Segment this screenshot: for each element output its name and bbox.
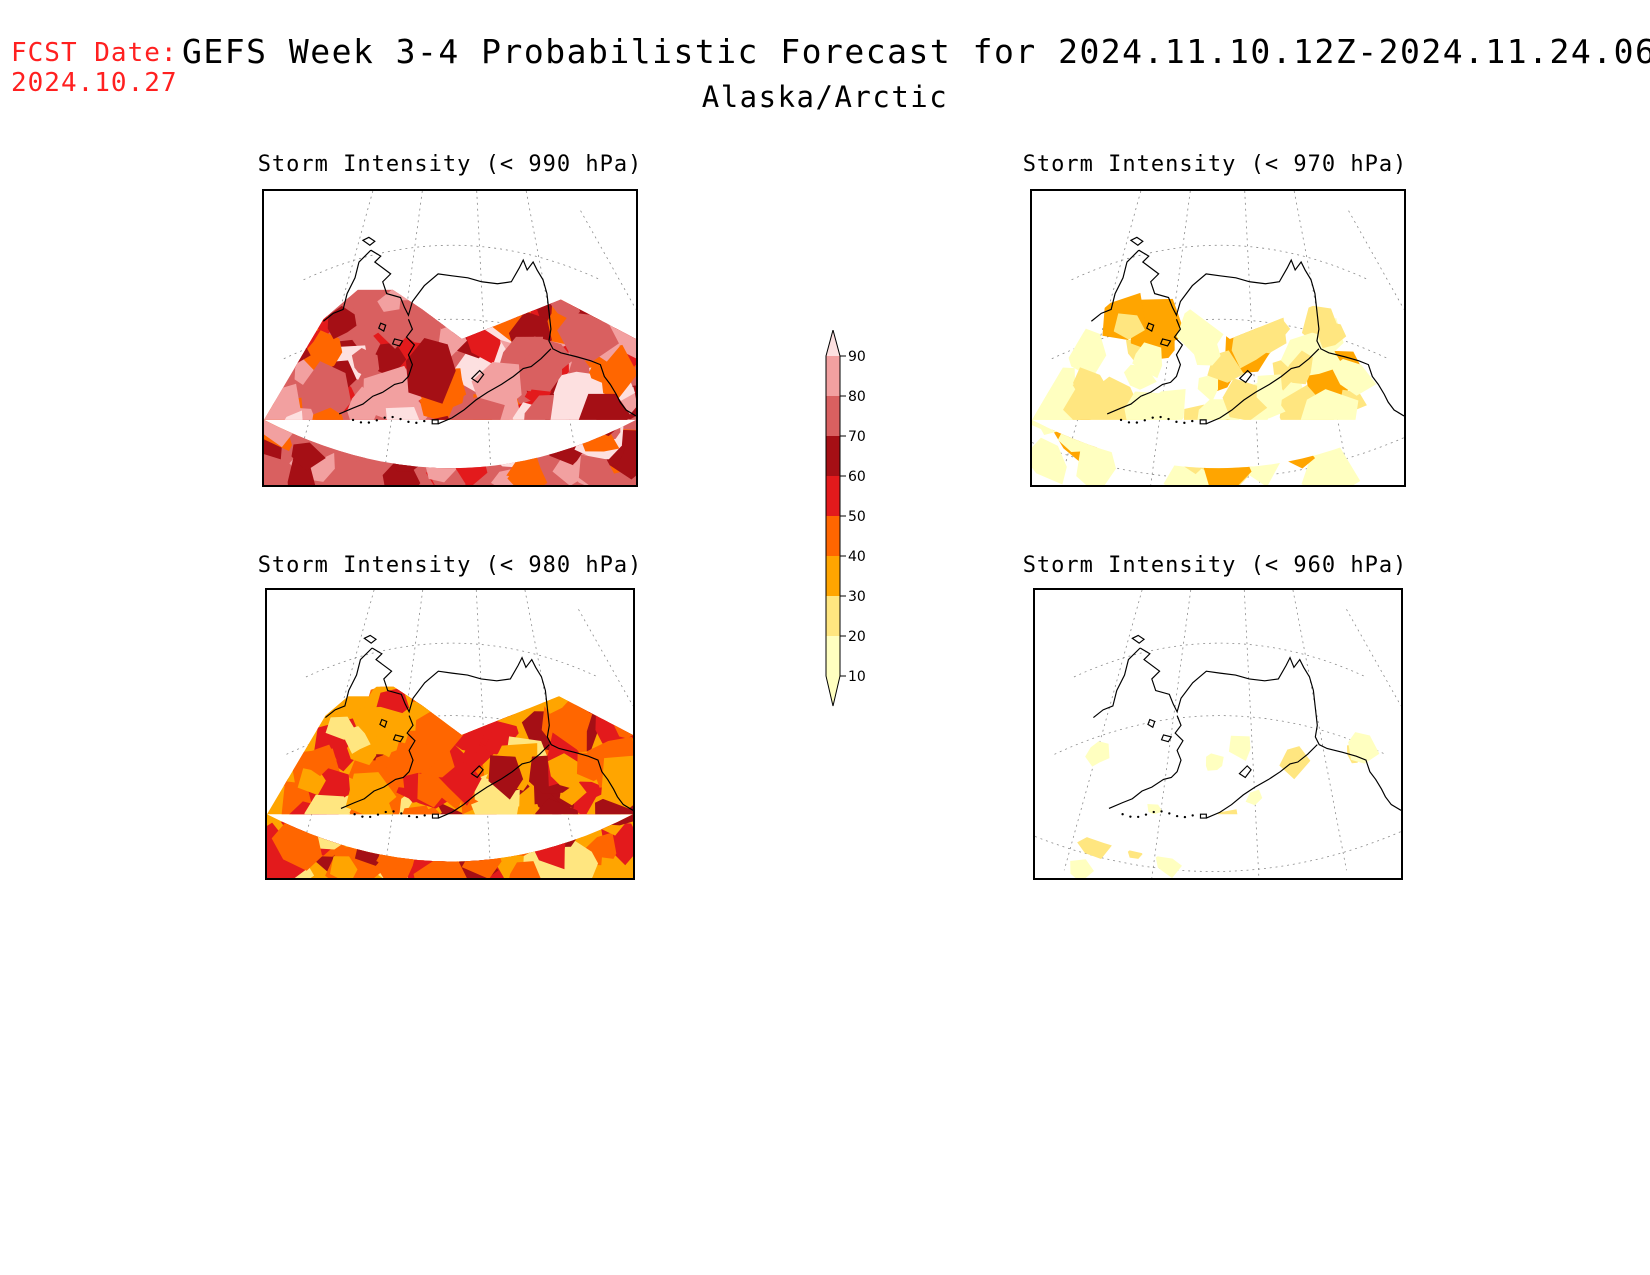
map-panel-970	[1030, 189, 1406, 487]
forecast-date-value: 2024.10.27	[11, 68, 178, 98]
storm-probability-map	[1035, 590, 1401, 878]
colorbar-tick-label: 40	[848, 549, 866, 565]
map-panel-960	[1033, 588, 1403, 880]
colorbar-segment	[826, 596, 840, 636]
panel-title-970: Storm Intensity (< 970 hPa)	[1022, 152, 1408, 177]
map-panel-980	[265, 588, 635, 880]
probability-colorbar: 90 80 70 60 50 40 30 20 10	[825, 330, 866, 707]
region-subtitle: Alaska/Arctic	[701, 80, 949, 114]
colorbar-tick-label: 10	[848, 669, 866, 685]
colorbar-tick-label: 20	[848, 629, 866, 645]
coastline	[325, 634, 633, 819]
colorbar-tick-label: 70	[848, 429, 866, 445]
colorbar-tick-label: 80	[848, 389, 866, 405]
coastline	[1093, 634, 1401, 819]
probability-field	[267, 686, 633, 878]
storm-probability-map	[1032, 191, 1404, 485]
panel-title-990: Storm Intensity (< 990 hPa)	[257, 152, 643, 177]
graticule	[1035, 590, 1401, 878]
colorbar-segment	[826, 396, 840, 436]
colorbar-cap-top	[826, 330, 840, 356]
colorbar-segment	[826, 356, 840, 396]
coastline	[322, 236, 636, 425]
colorbar-tick-label: 50	[848, 509, 866, 525]
colorbar-cap-bottom	[826, 676, 840, 706]
page-title: GEFS Week 3-4 Probabilistic Forecast for…	[182, 32, 1650, 71]
panel-title-980: Storm Intensity (< 980 hPa)	[257, 553, 643, 578]
colorbar-segment	[826, 556, 840, 596]
colorbar-segment	[826, 436, 840, 476]
colorbar-segment	[826, 516, 840, 556]
colorbar-tick-label: 90	[848, 349, 866, 365]
colorbar-segment	[826, 476, 840, 516]
map-panel-990	[262, 189, 638, 487]
probability-field	[1032, 292, 1377, 485]
colorbar-tick-label: 30	[848, 589, 866, 605]
storm-probability-map	[267, 590, 633, 878]
colorbar-tick-label: 60	[848, 469, 866, 485]
colorbar-segment	[826, 636, 840, 676]
forecast-date-label: FCST Date:	[11, 38, 178, 68]
coastline	[1090, 236, 1404, 425]
probability-field	[264, 289, 636, 485]
storm-probability-map	[264, 191, 636, 485]
panel-title-960: Storm Intensity (< 960 hPa)	[1022, 553, 1408, 578]
